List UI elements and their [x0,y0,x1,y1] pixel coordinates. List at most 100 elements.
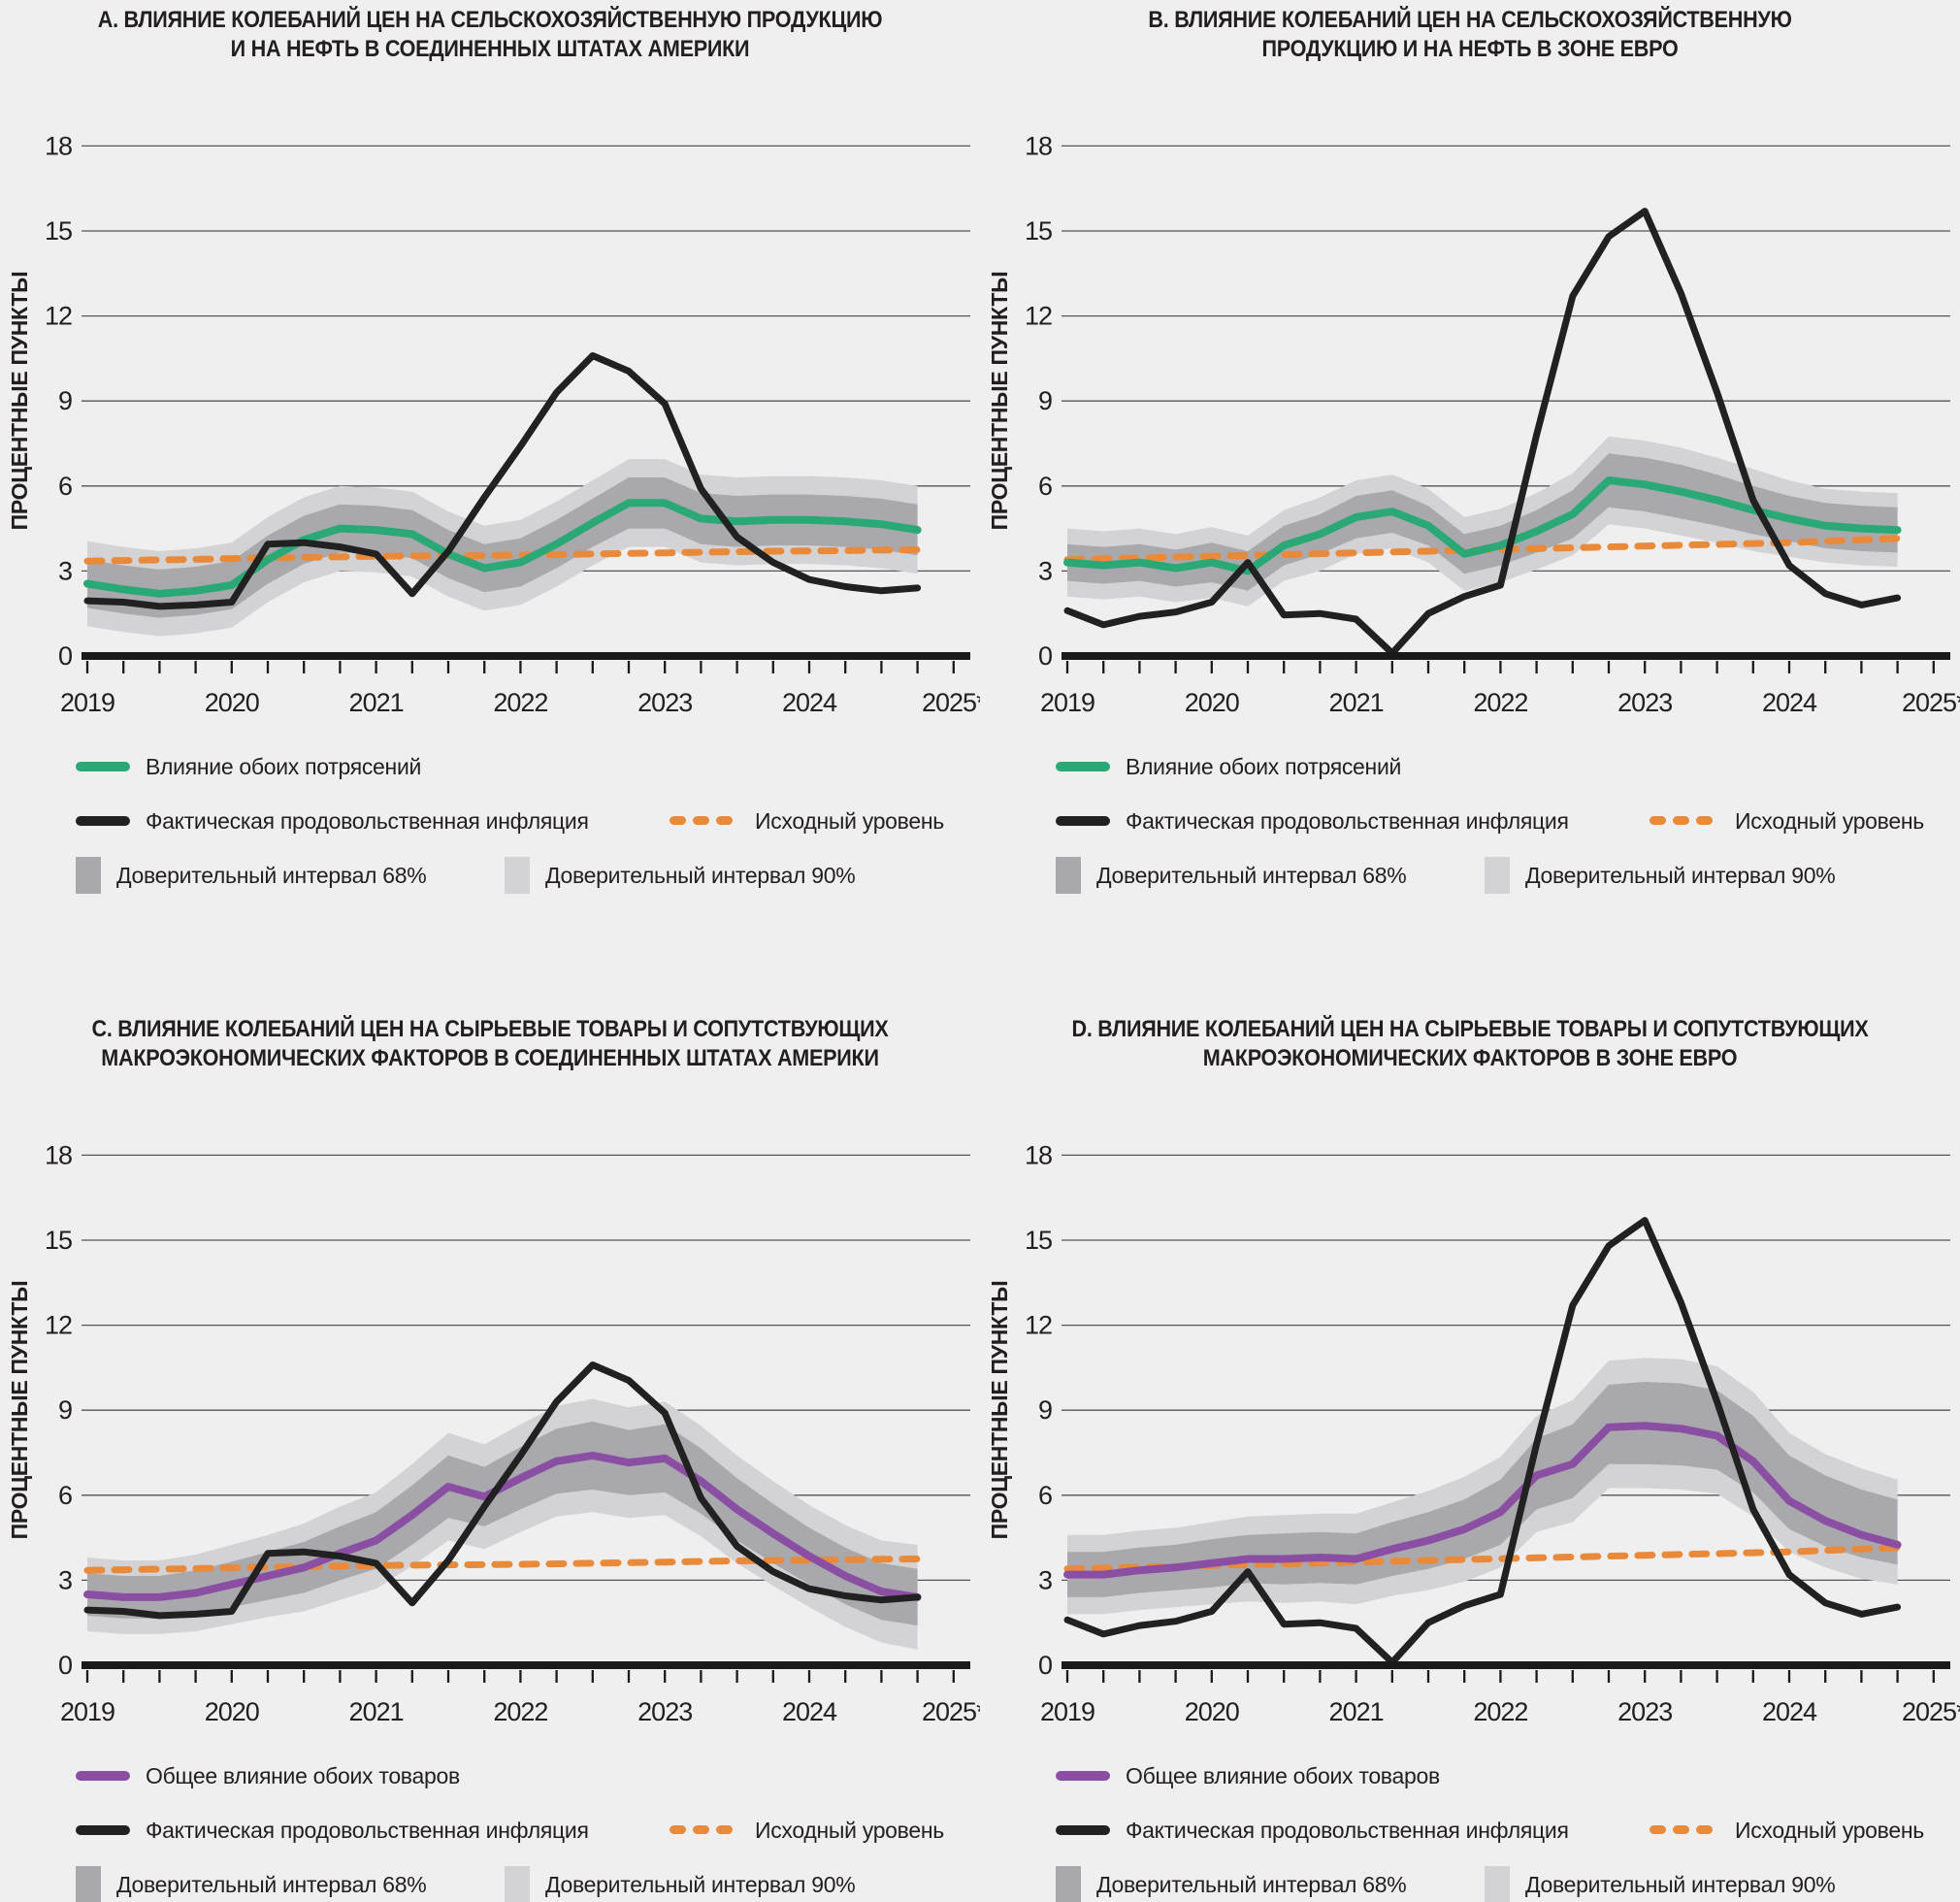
x-tick-label: 2021 [1329,1697,1384,1726]
impact-line-swatch [76,1771,130,1781]
y-tick-label: 9 [1038,1395,1052,1425]
legend-baseline-label: Исходный уровень [1735,1817,1924,1843]
panel-b-title-line2: ПРОДУКЦИЮ И НА НЕФТЬ В ЗОНЕ ЕВРО [1261,36,1679,62]
panel-c-title-line2: МАКРОЭКОНОМИЧЕСКИХ ФАКТОРОВ В СОЕДИНЕННЫ… [101,1045,879,1071]
baseline-dash-swatch [1650,816,1713,825]
baseline-dash-swatch [1650,1825,1713,1834]
legend-row-intervals: Доверительный интервал 68% Доверительный… [76,854,976,897]
y-tick-label: 0 [58,641,72,671]
y-tick-label: 0 [1038,641,1052,671]
actual-inflation-line [83,1361,922,1620]
y-tick-label: 12 [45,1311,72,1340]
x-tick-label: 2024 [1762,1697,1817,1726]
ci68-swatch [1056,857,1081,894]
y-tick-label: 3 [58,556,72,585]
legend-impact-label: Общее влияние обоих товаров [1126,1762,1440,1788]
confidence-band-68 [87,477,918,618]
y-tick-label: 12 [1025,1311,1052,1340]
legend-ci68-label: Доверительный интервал 68% [1096,862,1407,888]
chart-canvas-a: 0 3 6 9 12 15 18 2019 2020 2021 2022 2023 2024 2025* П… [7,131,980,717]
x-tick-label: 2021 [1329,688,1384,717]
legend-ci90-label: Доверительный интервал 90% [1525,1871,1836,1897]
baseline-dash-swatch [670,816,733,825]
x-tick-label: 2020 [1185,1697,1239,1726]
y-tick-label: 0 [1038,1651,1052,1680]
legend-row-intervals: Доверительный интервал 68% Доверительный… [76,1863,976,1902]
ci90-swatch [505,857,530,894]
y-axis-title: ПРОЦЕНТНЫЕ ПУНКТЫ [7,272,32,531]
chart-canvas-c: 0 3 6 9 12 15 18 2019 2020 2021 2022 2023 2024 2025* П… [7,1140,980,1726]
x-tick-label: 2024 [782,1697,837,1726]
legend-ci90-label: Доверительный интервал 90% [545,862,856,888]
confidence-band-68 [1067,1382,1898,1597]
legend-actual-label: Фактическая продовольственная инфляция [146,807,589,834]
x-tick-label: 2023 [1617,1697,1672,1726]
x-tick-label: 2021 [349,1697,404,1726]
chart-canvas-d: 0 3 6 9 12 15 18 2019 2020 2021 2022 2023 2024 2025* П… [987,1140,1960,1726]
legend-d: Общее влияние обоих товаров Фактическая … [980,1747,1960,1902]
y-axis-title: ПРОЦЕНТНЫЕ ПУНКТЫ [7,1281,32,1540]
legend-ci90-label: Доверительный интервал 90% [1525,862,1836,888]
y-tick-label: 6 [1038,1481,1052,1510]
x-tick-label: 2019 [1040,688,1094,717]
actual-line-swatch [1056,816,1110,826]
impact-line [83,1451,922,1601]
impact-line-swatch [1056,1771,1110,1781]
legend-row-actual-baseline: Фактическая продовольственная инфляция И… [1056,800,1956,842]
actual-inflation-line [1063,1217,1902,1666]
legend-baseline-label: Исходный уровень [1735,807,1924,834]
actual-line-swatch [76,1825,130,1835]
y-tick-label: 9 [58,1395,72,1425]
actual-inflation-line [1063,208,1902,657]
panel-d-title: D. ВЛИЯНИЕ КОЛЕБАНИЙ ЦЕН НА СЫРЬЕВЫЕ ТОВ… [1036,1015,1905,1073]
y-tick-label: 15 [45,216,72,246]
x-tick-label: 2022 [1473,688,1527,717]
legend-row-intervals: Доверительный интервал 68% Доверительный… [1056,854,1956,897]
x-tick-label: 2025* [922,1697,980,1726]
legend-impact-label: Влияние обоих потрясений [146,753,422,779]
y-tick-label: 18 [45,131,72,160]
x-tick-label: 2020 [1185,688,1239,717]
legend-impact-label: Влияние обоих потрясений [1126,753,1402,779]
panel-c-title-line1: C. ВЛИЯНИЕ КОЛЕБАНИЙ ЦЕН НА СЫРЬЕВЫЕ ТОВ… [91,1016,889,1042]
confidence-band-68 [87,1421,918,1626]
y-tick-label: 15 [1025,216,1052,246]
x-tick-label: 2025* [922,688,980,717]
actual-line-swatch [1056,1825,1110,1835]
legend-row-impact: Общее влияние обоих товаров [76,1754,976,1797]
x-tick-label: 2024 [1762,688,1817,717]
panel-b-title-line1: B. ВЛИЯНИЕ КОЛЕБАНИЙ ЦЕН НА СЕЛЬСКОХОЗЯЙ… [1148,7,1792,33]
actual-line-swatch [76,816,130,826]
panel-b: B. ВЛИЯНИЕ КОЛЕБАНИЙ ЦЕН НА СЕЛЬСКОХОЗЯЙ… [980,0,1960,1009]
y-tick-label: 15 [1025,1226,1052,1255]
legend-actual-label: Фактическая продовольственная инфляция [1126,807,1569,834]
panel-d-title-line2: МАКРОЭКОНОМИЧЕСКИХ ФАКТОРОВ В ЗОНЕ ЕВРО [1202,1045,1738,1071]
legend-ci68-label: Доверительный интервал 68% [116,862,427,888]
legend-actual-label: Фактическая продовольственная инфляция [146,1817,589,1843]
legend-a: Влияние обоих потрясений Фактическая про… [0,738,980,927]
y-tick-label: 3 [58,1565,72,1594]
baseline-line [83,546,922,565]
x-tick-label: 2024 [782,688,837,717]
legend-row-actual-baseline: Фактическая продовольственная инфляция И… [76,800,976,842]
baseline-dash-swatch [670,1825,733,1834]
legend-impact-label: Общее влияние обоих товаров [146,1762,460,1788]
y-tick-label: 18 [1025,131,1052,160]
ci90-swatch [505,1866,530,1902]
x-tick-label: 2019 [1040,1697,1094,1726]
panel-a-title-line1: A. ВЛИЯНИЕ КОЛЕБАНИЙ ЦЕН НА СЕЛЬСКОХОЗЯЙ… [97,7,883,33]
panel-a-title: A. ВЛИЯНИЕ КОЛЕБАНИЙ ЦЕН НА СЕЛЬСКОХОЗЯЙ… [56,6,925,64]
y-tick-label: 9 [58,386,72,415]
x-tick-label: 2019 [60,688,114,717]
x-tick-label: 2023 [1617,688,1672,717]
ci68-swatch [76,857,101,894]
y-tick-label: 12 [45,302,72,331]
actual-inflation-line [83,352,922,610]
panel-d-title-line1: D. ВЛИЯНИЕ КОЛЕБАНИЙ ЦЕН НА СЫРЬЕВЫЕ ТОВ… [1071,1016,1869,1042]
y-tick-label: 6 [1038,472,1052,501]
y-tick-label: 0 [58,1651,72,1680]
y-tick-label: 12 [1025,302,1052,331]
ci68-swatch [76,1866,101,1902]
y-tick-label: 3 [1038,1565,1052,1594]
